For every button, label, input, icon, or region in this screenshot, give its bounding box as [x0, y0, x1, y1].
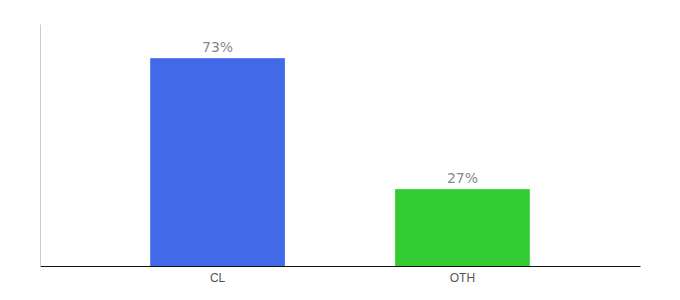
chart-svg: 73% 27% CL OTH: [0, 0, 680, 300]
data-label: 73%: [202, 39, 233, 55]
x-tick-label: OTH: [450, 271, 475, 285]
x-tick-label: CL: [210, 271, 226, 285]
x-tick: CL: [210, 271, 226, 285]
chart-container: 73% 27% CL OTH: [0, 0, 680, 300]
plot: 73% 27% CL OTH: [41, 25, 641, 286]
x-axis-line: [41, 266, 641, 267]
y-axis-line: [40, 25, 41, 267]
bars: [150, 58, 530, 266]
data-labels: 73% 27%: [202, 39, 478, 186]
x-axis: CL OTH: [41, 267, 641, 286]
bar: [395, 189, 530, 266]
bar: [150, 58, 285, 266]
data-label: 27%: [447, 170, 478, 186]
y-axis: [40, 25, 41, 267]
x-tick: OTH: [450, 271, 475, 285]
